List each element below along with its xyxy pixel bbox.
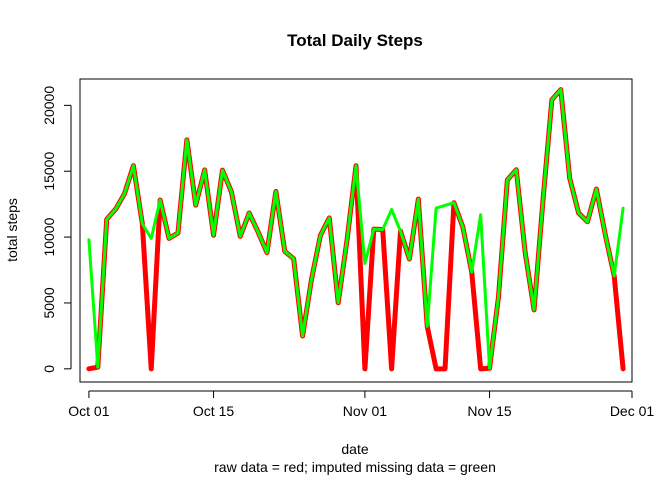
series-layer	[86, 87, 626, 372]
plot-frame	[79, 78, 633, 383]
y-axis-label: total steps	[4, 198, 20, 262]
x-tick-label: Nov 01	[343, 403, 388, 419]
chart-subtitle: raw data = red; imputed missing data = g…	[214, 459, 496, 475]
x-tick-label: Nov 15	[467, 403, 512, 419]
y-tick-label: 0	[41, 365, 57, 373]
y-tick-label: 20000	[41, 86, 57, 125]
imputed-steps-line	[87, 88, 625, 370]
y-axis: 0 5000 10000 15000 20000	[41, 86, 72, 373]
x-tick-label: Oct 01	[68, 403, 109, 419]
x-tick-label: Oct 15	[193, 403, 234, 419]
x-axis-label: date	[341, 441, 368, 457]
x-tick-label: Dec 01	[610, 403, 655, 419]
chart-title: Total Daily Steps	[287, 31, 423, 50]
y-tick-label: 5000	[41, 287, 57, 318]
x-axis: Oct 01 Oct 15 Nov 01 Nov 15 Dec 01	[68, 390, 655, 419]
y-tick-label: 15000	[41, 152, 57, 191]
y-tick-label: 10000	[41, 217, 57, 256]
raw-steps-line	[86, 87, 626, 372]
